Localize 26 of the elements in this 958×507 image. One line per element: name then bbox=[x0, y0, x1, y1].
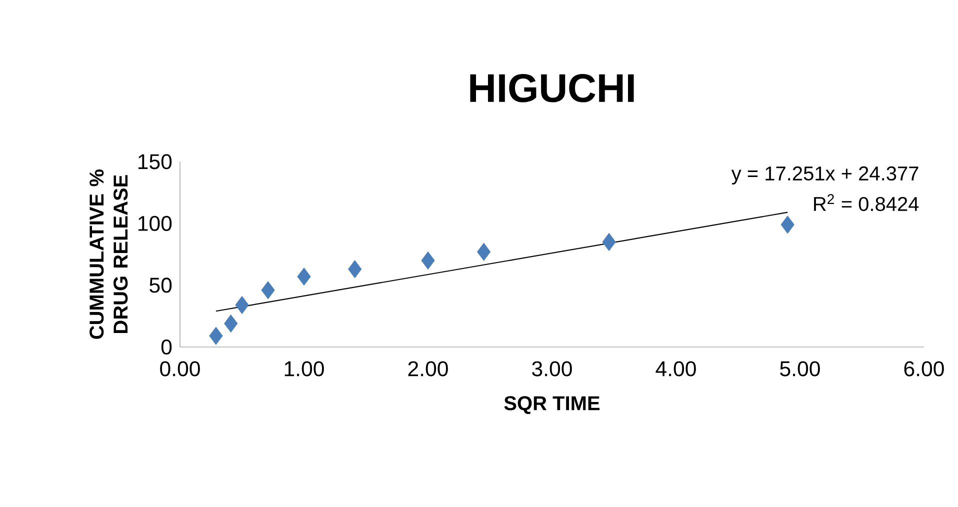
point bbox=[235, 296, 249, 314]
x-tick-label: 4.00 bbox=[656, 361, 696, 376]
y-tick-label: 150 bbox=[138, 154, 172, 170]
point bbox=[602, 233, 616, 251]
x-axis-title: SQR TIME bbox=[504, 396, 600, 414]
y-tick-label: 50 bbox=[150, 278, 172, 293]
x-tick-label: 1.00 bbox=[284, 361, 324, 376]
annotation: R$^{2}$ = 0.8424 bbox=[814, 194, 919, 212]
x-tick-label: 2.00 bbox=[408, 361, 448, 376]
point bbox=[297, 268, 311, 286]
y-axis-title: CUMMULATIVE % DRUG RELEASE bbox=[90, 170, 128, 339]
point bbox=[224, 314, 238, 332]
x-tick-label: 5.00 bbox=[780, 361, 820, 376]
x-tick-label: 3.00 bbox=[532, 361, 572, 376]
x-tick-label: 0.00 bbox=[160, 361, 200, 376]
point bbox=[261, 281, 275, 300]
y-tick-label: 100 bbox=[138, 216, 172, 231]
y-tick-label: 0 bbox=[161, 339, 172, 355]
chart-title: HIGUCHI bbox=[470, 74, 634, 102]
point bbox=[477, 242, 491, 261]
point bbox=[348, 260, 362, 278]
annotation: y = 17.251x + 24.377 bbox=[731, 166, 918, 184]
point bbox=[780, 216, 794, 234]
point bbox=[421, 252, 435, 270]
x-tick-label: 6.00 bbox=[904, 361, 944, 376]
point bbox=[209, 326, 223, 345]
